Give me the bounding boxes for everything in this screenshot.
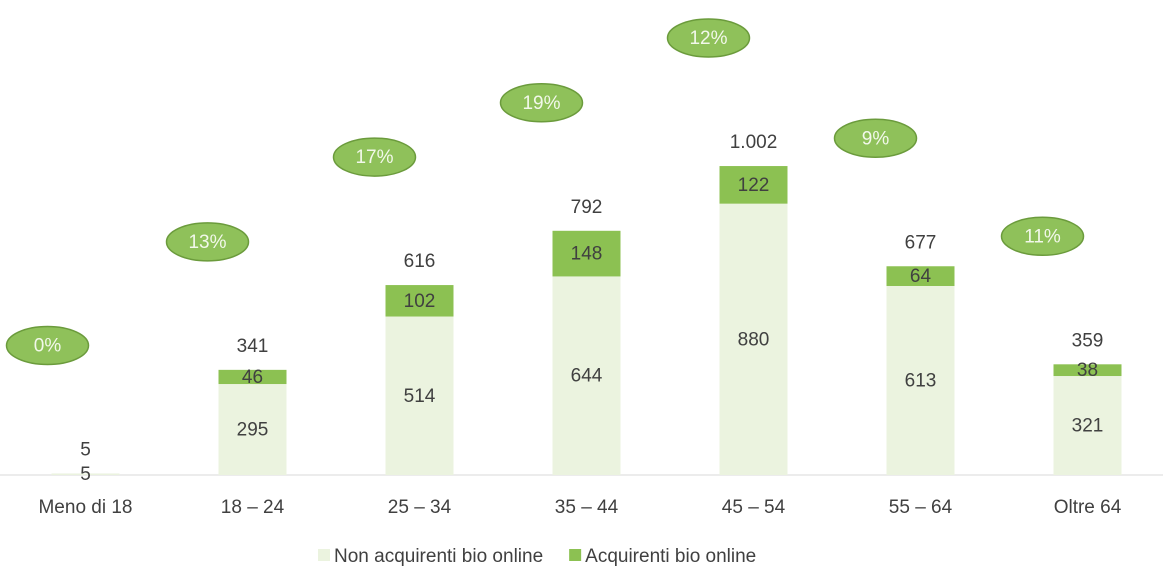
total-label: 5: [80, 439, 91, 460]
share-label: 0%: [34, 335, 62, 356]
data-label: 321: [1072, 416, 1104, 437]
x-tick-label: Meno di 18: [38, 497, 132, 518]
bar-segment: [886, 285, 955, 475]
x-tick-label: 25 – 34: [388, 497, 452, 518]
bar-segment: [719, 166, 788, 204]
share-badge: [666, 18, 751, 58]
data-label: 613: [905, 371, 937, 392]
total-label: 677: [905, 232, 937, 253]
share-badge: [833, 118, 918, 159]
data-label: 64: [910, 266, 932, 287]
data-label: 5: [80, 464, 91, 485]
bar-segment: [1053, 364, 1122, 377]
bar-segment: [1053, 376, 1122, 475]
total-label: 1.002: [730, 132, 778, 153]
bar-segment: [218, 384, 287, 475]
data-label: 148: [571, 244, 603, 265]
bar-segment: [719, 203, 788, 475]
share-badge: [5, 325, 90, 366]
share-badge: [165, 222, 250, 262]
data-label: 46: [242, 367, 263, 388]
legend-swatch: [318, 549, 330, 561]
total-label: 616: [404, 251, 436, 272]
share-label: 12%: [689, 28, 727, 49]
legend-swatch: [569, 549, 582, 561]
total-label: 792: [571, 197, 603, 218]
bar-segment: [385, 285, 454, 317]
data-label: 122: [738, 175, 770, 196]
share-badge: [499, 83, 584, 123]
bar-segment: [218, 369, 287, 385]
share-label: 9%: [862, 128, 890, 149]
share-label: 19%: [522, 93, 560, 114]
data-label: 514: [404, 386, 436, 407]
total-label: 341: [237, 336, 269, 357]
data-label: 102: [404, 291, 436, 312]
bar-segment: [552, 230, 621, 277]
share-badge: [1000, 216, 1085, 257]
data-label: 38: [1077, 360, 1098, 381]
data-label: 880: [738, 329, 770, 350]
bar-segment: [886, 266, 955, 286]
legend-label: Acquirenti bio online: [585, 546, 756, 567]
share-label: 17%: [355, 147, 393, 168]
data-label: 295: [237, 420, 269, 441]
x-tick-label: 55 – 64: [889, 497, 953, 518]
bar-segment: [51, 473, 120, 475]
x-tick-label: 45 – 54: [722, 497, 786, 518]
share-label: 13%: [188, 232, 226, 253]
share-badge: [332, 137, 417, 177]
legend-label: Non acquirenti bio online: [334, 546, 543, 567]
data-label: 644: [571, 366, 603, 387]
x-tick-label: 18 – 24: [221, 497, 285, 518]
bar-segment: [385, 316, 454, 475]
x-tick-label: 35 – 44: [555, 497, 619, 518]
x-tick-label: Oltre 64: [1054, 497, 1122, 518]
total-label: 359: [1072, 330, 1104, 351]
share-label: 11%: [1024, 226, 1061, 247]
bar-segment: [552, 276, 621, 475]
